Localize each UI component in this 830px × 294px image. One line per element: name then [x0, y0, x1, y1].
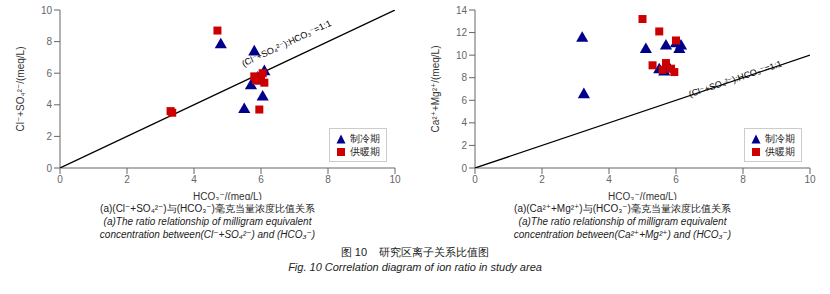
svg-text:2: 2: [461, 140, 467, 151]
svg-text:2: 2: [539, 174, 545, 185]
svg-text:10: 10: [456, 50, 468, 61]
html-text:concentration between(Ca²⁺+Mg²: concentration between(Ca²⁺+Mg²⁺) and (HC…: [513, 229, 732, 240]
html-text:concentration between(Cl⁻+SO₄²: concentration between(Cl⁻+SO₄²⁻) and (HC…: [99, 229, 316, 240]
svg-text:4: 4: [191, 174, 197, 185]
svg-text:2: 2: [46, 131, 52, 142]
html-text:(a)(Cl⁻+SO₄²⁻)与(HCO₃⁻)毫克当量浓度比值: (a)(Cl⁻+SO₄²⁻)与(HCO₃⁻)毫克当量浓度比值关系: [100, 203, 315, 214]
svg-text:6: 6: [46, 68, 52, 79]
html-text:制冷期: 制冷期: [765, 133, 795, 144]
svg-text:10: 10: [41, 5, 53, 16]
svg-text:2: 2: [124, 174, 130, 185]
svg-text:10: 10: [389, 174, 401, 185]
svg-text:6: 6: [258, 174, 264, 185]
svg-text:0: 0: [472, 174, 478, 185]
svg-text:4: 4: [606, 174, 612, 185]
svg-text:0: 0: [57, 174, 63, 185]
svg-text:8: 8: [325, 174, 331, 185]
svg-text:HCO₃⁻/(meq/L): HCO₃⁻/(meq/L): [608, 191, 677, 200]
svg-text:6: 6: [461, 95, 467, 106]
svg-text:4: 4: [461, 117, 467, 128]
html-text:制冷期: 制冷期: [350, 133, 380, 144]
html-text:供暖期: 供暖期: [765, 146, 795, 157]
svg-text:HCO₃⁻/(meq/L): HCO₃⁻/(meq/L): [193, 191, 262, 200]
html-text:Fig. 10 Correlation diagram of: Fig. 10 Correlation diagram of ion ratio…: [288, 261, 542, 273]
html-text:(a)The ratio relationship of m: (a)The ratio relationship of milligram e…: [103, 216, 312, 227]
svg-text:12: 12: [456, 27, 468, 38]
svg-text:14: 14: [456, 5, 468, 16]
html-text:(a)(Ca²⁺+Mg²⁺)与(HCO₃⁻)毫克当量浓度比值: (a)(Ca²⁺+Mg²⁺)与(HCO₃⁻)毫克当量浓度比值关系: [514, 203, 731, 214]
svg-text:8: 8: [46, 36, 52, 47]
svg-text:Ca²⁺+Mg²⁺/(meq/L): Ca²⁺+Mg²⁺/(meq/L): [430, 46, 441, 133]
svg-text:0: 0: [46, 163, 52, 174]
svg-text:(Cl⁻+SO₄²⁻):HCO₃⁻=1:1: (Cl⁻+SO₄²⁻):HCO₃⁻=1:1: [687, 59, 783, 100]
svg-text:Cl⁻+SO₄²⁻/(meq/L): Cl⁻+SO₄²⁻/(meq/L): [15, 47, 26, 132]
html-text:供暖期: 供暖期: [350, 146, 380, 157]
html-text:图 10 研究区离子关系比值图: 图 10 研究区离子关系比值图: [340, 246, 490, 258]
svg-text:6: 6: [673, 174, 679, 185]
svg-text:4: 4: [46, 99, 52, 110]
svg-text:0: 0: [461, 163, 467, 174]
svg-text:8: 8: [740, 174, 746, 185]
svg-text:8: 8: [461, 72, 467, 83]
svg-text:(Cl⁻+SO₄²⁻):HCO₃⁻=1:1: (Cl⁻+SO₄²⁻):HCO₃⁻=1:1: [240, 18, 333, 69]
html-text:(a)The ratio relationship of m: (a)The ratio relationship of milligram e…: [518, 216, 727, 227]
svg-text:10: 10: [804, 174, 816, 185]
